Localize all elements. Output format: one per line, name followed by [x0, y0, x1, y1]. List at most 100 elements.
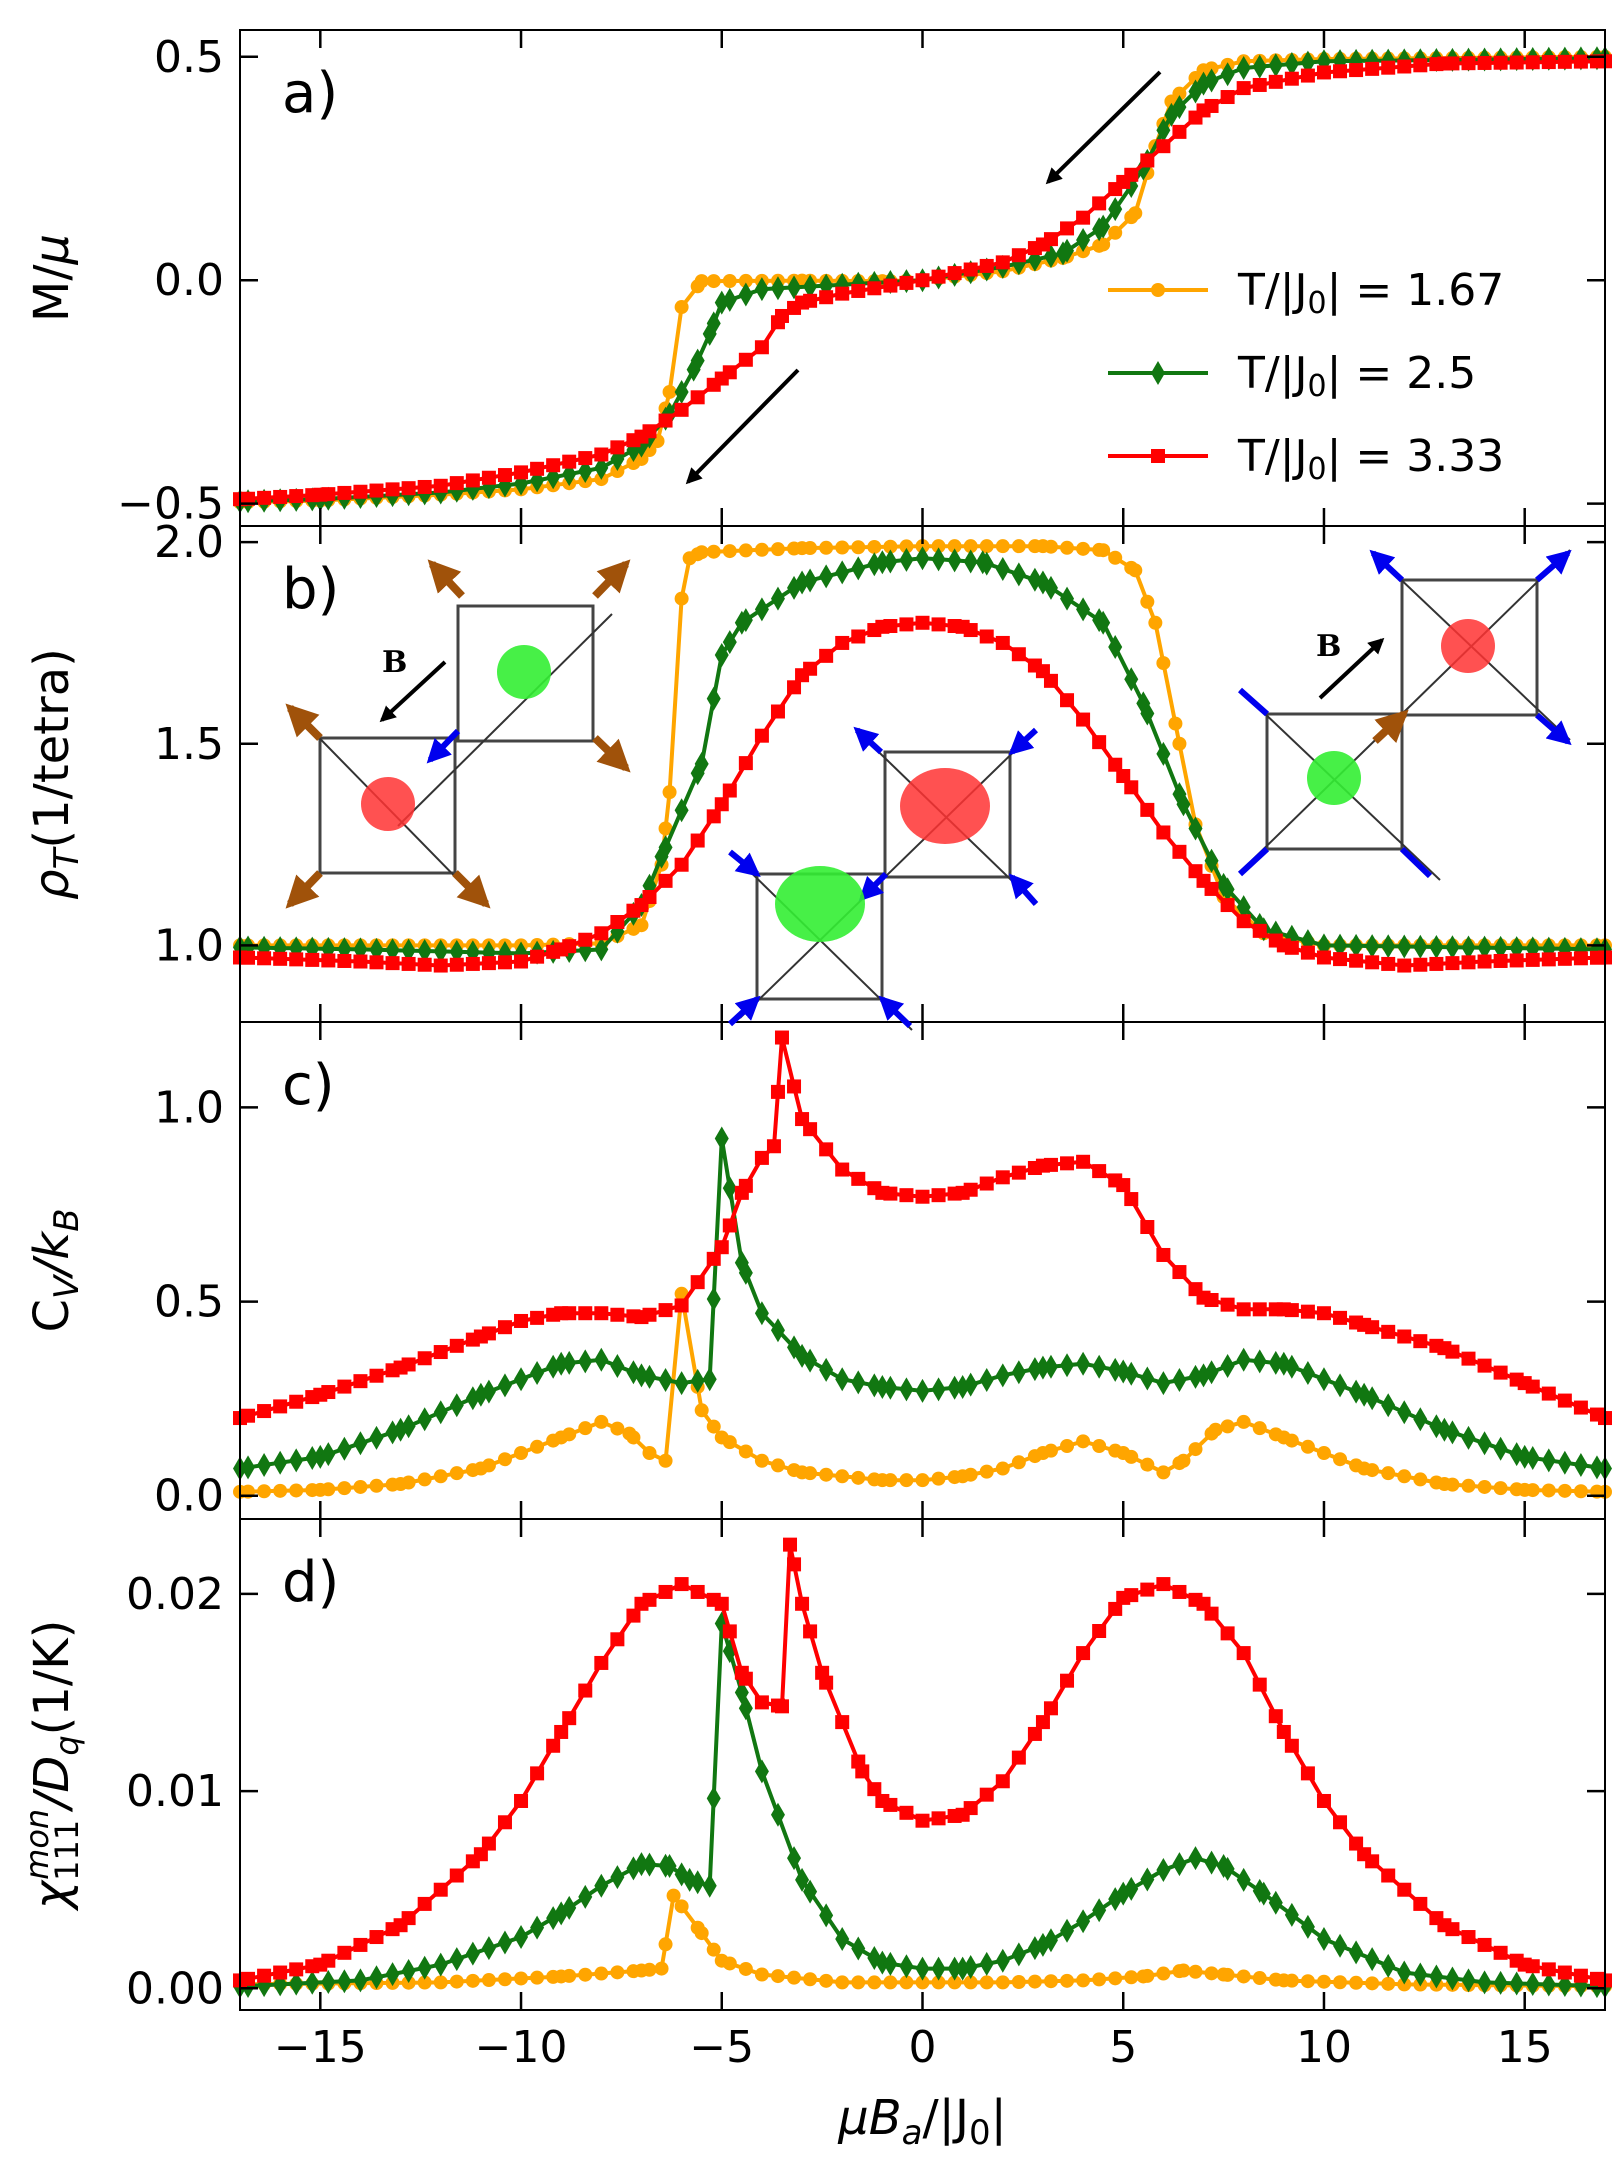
- marker-diamond: [1011, 562, 1026, 587]
- marker-diamond: [289, 1448, 304, 1473]
- marker-diamond: [1573, 1453, 1588, 1478]
- marker-square: [497, 1815, 512, 1830]
- marker-diamond: [1541, 1972, 1556, 1997]
- marker-square: [819, 1675, 834, 1690]
- marker-diamond: [1027, 247, 1042, 272]
- marker-square: [1236, 1646, 1251, 1661]
- marker-square: [1300, 68, 1315, 83]
- marker-diamond: [433, 1952, 448, 1977]
- marker-diamond: [738, 282, 753, 307]
- marker-circle: [754, 1453, 769, 1468]
- marker-square: [289, 1962, 304, 1977]
- marker-circle: [706, 544, 721, 559]
- marker-square: [883, 278, 898, 293]
- marker-square: [1252, 1677, 1267, 1692]
- marker-square: [1060, 1156, 1075, 1171]
- marker-square: [1116, 1178, 1131, 1193]
- marker-square: [369, 1930, 384, 1945]
- marker-square: [369, 483, 384, 498]
- marker-circle: [931, 1975, 946, 1990]
- marker-diamond: [835, 1927, 850, 1952]
- marker-square: [1092, 735, 1107, 750]
- marker-circle: [1140, 594, 1155, 609]
- marker-diamond: [1477, 1970, 1492, 1995]
- marker-square: [931, 617, 946, 632]
- marker-diamond: [1060, 238, 1075, 263]
- marker-diamond: [738, 1260, 753, 1285]
- marker-diamond: [1188, 816, 1203, 841]
- marker-diamond: [770, 1318, 785, 1343]
- marker-square: [1413, 957, 1428, 972]
- marker-diamond: [578, 1349, 593, 1374]
- marker-square: [714, 1596, 729, 1611]
- marker-diamond: [1365, 934, 1380, 959]
- marker-circle: [1148, 615, 1163, 630]
- marker-diamond: [1076, 1909, 1091, 1934]
- marker-square: [1316, 1793, 1331, 1808]
- marker-square: [1349, 1836, 1364, 1851]
- marker-square: [787, 1557, 802, 1572]
- series-markers-s25: [233, 1611, 1612, 1999]
- marker-square: [1156, 1247, 1171, 1262]
- marker-diamond: [899, 1377, 914, 1402]
- marker-square: [915, 1189, 930, 1204]
- marker-square: [995, 1170, 1010, 1185]
- marker-square: [241, 1971, 256, 1986]
- marker-square: [1011, 1750, 1026, 1765]
- marker-square: [674, 402, 689, 417]
- marker-circle: [626, 1430, 641, 1445]
- marker-circle: [835, 1975, 850, 1990]
- marker-circle: [770, 1969, 785, 1984]
- marker-circle: [1525, 1483, 1540, 1498]
- marker-square: [722, 365, 737, 380]
- marker-square: [1333, 1310, 1348, 1325]
- marker-square: [1349, 953, 1364, 968]
- x-axis-label: μBa/|J0|: [837, 2090, 1007, 2153]
- marker-square: [1140, 1220, 1155, 1235]
- marker-square: [1140, 802, 1155, 817]
- marker-square: [1284, 71, 1299, 86]
- marker-square: [883, 1186, 898, 1201]
- marker-diamond: [554, 1351, 569, 1376]
- marker-diamond: [714, 643, 729, 668]
- marker-square: [1429, 956, 1444, 971]
- marker-square: [738, 1178, 753, 1193]
- marker-diamond: [1300, 1361, 1315, 1386]
- marker-square: [963, 623, 978, 638]
- marker-square: [1333, 1815, 1348, 1830]
- x-tick-label: 15: [1497, 2022, 1553, 2073]
- marker-circle: [433, 1975, 448, 1990]
- series-line-s25: [239, 1622, 1606, 1989]
- marker-square: [401, 956, 416, 971]
- marker-diamond: [1493, 1436, 1508, 1461]
- marker-square: [899, 275, 914, 290]
- marker-square: [851, 283, 866, 298]
- marker-square: [931, 1188, 946, 1203]
- marker-circle: [931, 1471, 946, 1486]
- marker-square: [417, 1351, 432, 1366]
- marker-circle: [1168, 716, 1183, 731]
- marker-circle: [353, 1479, 368, 1494]
- marker-diamond: [417, 1955, 432, 1980]
- marker-circle: [594, 1414, 609, 1429]
- marker-diamond: [1151, 361, 1165, 385]
- marker-square: [530, 949, 545, 964]
- marker-circle: [963, 1467, 978, 1482]
- marker-diamond: [690, 1368, 705, 1393]
- marker-square: [578, 451, 593, 466]
- marker-circle: [1284, 1973, 1299, 1988]
- marker-square: [1541, 952, 1556, 967]
- marker-square: [1365, 1854, 1380, 1869]
- marker-square: [1108, 1601, 1123, 1616]
- marker-square: [626, 1608, 641, 1623]
- marker-diamond: [706, 686, 721, 711]
- marker-diamond: [273, 1450, 288, 1475]
- marker-diamond: [1268, 1890, 1283, 1915]
- marker-square: [1493, 953, 1508, 968]
- marker-diamond: [1027, 1357, 1042, 1382]
- series-markers-s333: [233, 1030, 1612, 1426]
- marker-diamond: [1256, 1881, 1271, 1906]
- marker-diamond: [305, 1970, 320, 1995]
- marker-square: [1076, 1646, 1091, 1661]
- marker-square: [1220, 1626, 1235, 1641]
